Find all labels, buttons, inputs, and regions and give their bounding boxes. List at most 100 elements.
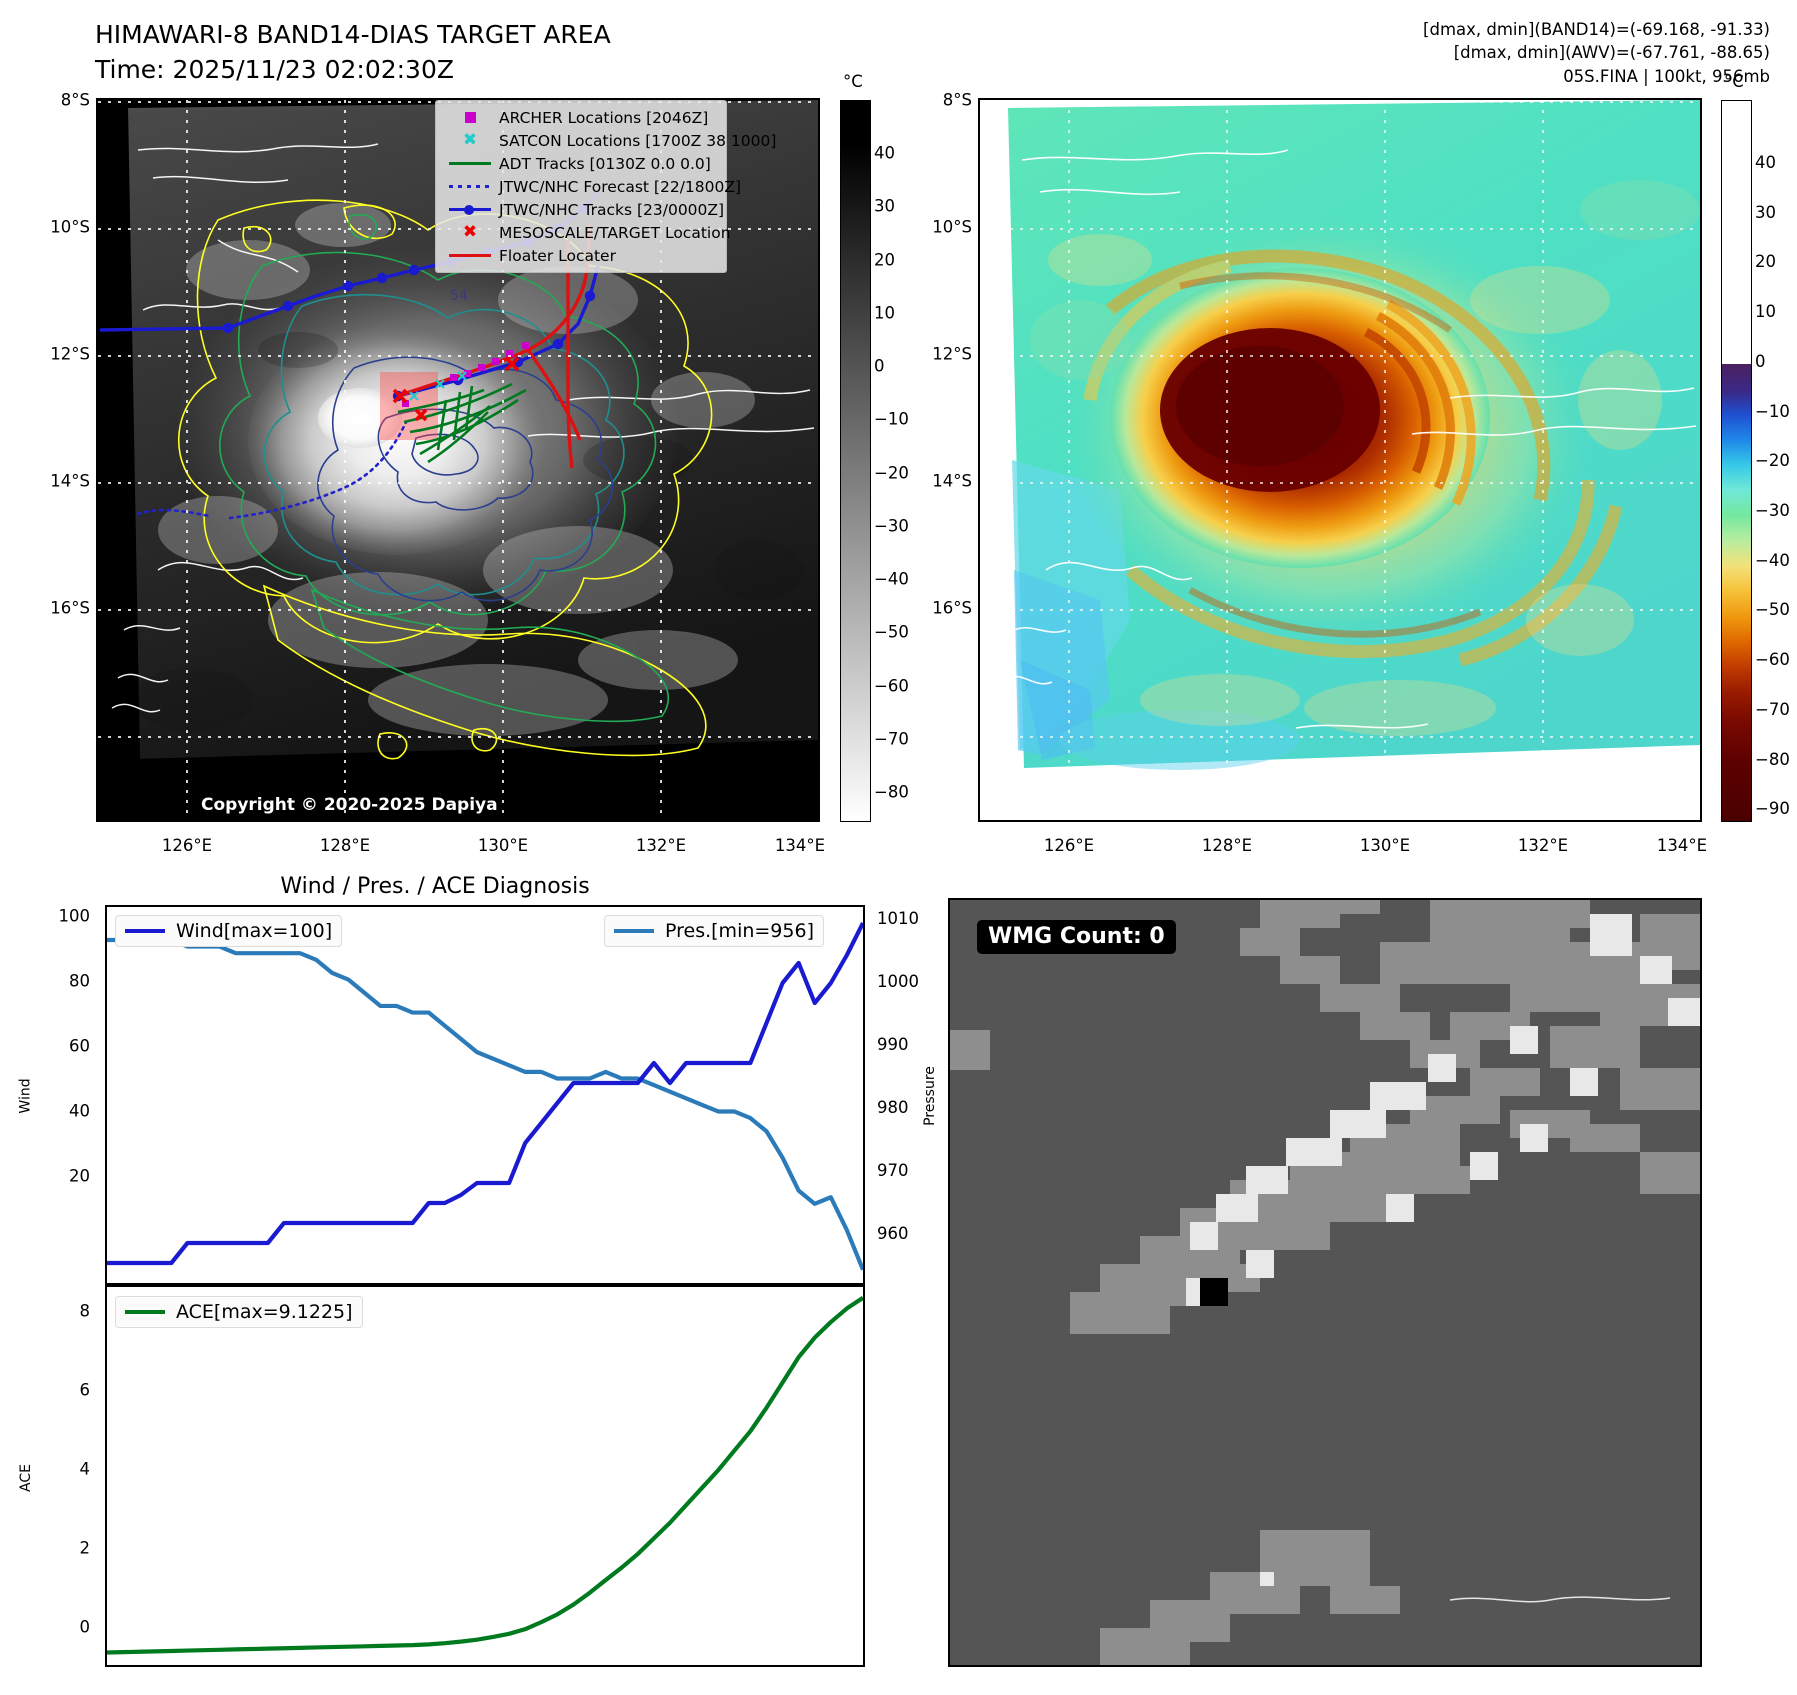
ace-chart[interactable] [105, 1285, 865, 1667]
pres-ytick-970: 970 [877, 1161, 909, 1180]
mesoscale-target-markers [392, 356, 520, 422]
dmax-dmin-awv: [dmax, dmin](AWV)=(-67.761, -88.65) [1453, 43, 1770, 63]
pressure-axis-label: Pressure [921, 1066, 938, 1126]
map-legend[interactable]: ARCHER Locations [2046Z] ✖ SATCON Locati… [435, 100, 777, 273]
awv-cbar-tick-2: 20 [1755, 252, 1776, 271]
wind-legend[interactable]: Wind[max=100] [115, 915, 343, 947]
awv-xtick-1: 128°E [1201, 836, 1253, 855]
awv-cbar-tick-5: −10 [1755, 402, 1790, 421]
adt-tracks [397, 382, 527, 464]
awv-cbar-tick-6: −20 [1755, 451, 1790, 470]
awv-xtick-0: 126°E [1043, 836, 1095, 855]
wind-ytick-100: 100 [58, 906, 91, 926]
ace-legend-swatch [125, 1309, 165, 1315]
ace-ytick-4: 4 [79, 1459, 91, 1479]
awv-ytick-4: 16°S [932, 598, 972, 618]
awv-cbar-tick-4: 0 [1755, 352, 1766, 371]
wind-pressure-chart[interactable] [105, 905, 865, 1285]
ir-ytick-1: 10°S [50, 217, 90, 237]
awv-xtick-4: 134°E [1656, 836, 1708, 855]
wind-ytick-40: 40 [69, 1101, 90, 1121]
ace-axis-label: ACE [17, 1464, 34, 1492]
awv-cbar-tick-0: 40 [1755, 153, 1776, 172]
square-marker-icon [441, 106, 499, 129]
ace-plot [106, 1296, 865, 1655]
awv-xtick-3: 132°E [1517, 836, 1569, 855]
pres-ytick-990: 990 [877, 1035, 909, 1054]
wind-pressure-plot [107, 922, 865, 1271]
dotted-line-icon [441, 175, 499, 198]
ace-ytick-0: 0 [79, 1617, 91, 1637]
line-with-dot-icon [441, 198, 499, 221]
ir-ytick-4: 16°S [50, 598, 90, 618]
awv-xtick-2: 130°E [1359, 836, 1411, 855]
legend-label: ARCHER Locations [2046Z] [499, 108, 709, 127]
awv-cbar-tick-9: −50 [1755, 600, 1790, 619]
dmax-dmin-band14: [dmax, dmin](BAND14)=(-69.168, -91.33) [1423, 20, 1770, 39]
storm-summary: 05S.FINA | 100kt, 956mb [1563, 66, 1770, 86]
awv-ytick-2: 12°S [932, 344, 972, 364]
ace-legend[interactable]: ACE[max=9.1225] [115, 1296, 363, 1328]
ir-colorbar[interactable] [840, 100, 871, 822]
pres-ytick-980: 980 [877, 1098, 909, 1117]
awv-cbar-tick-12: −80 [1755, 750, 1790, 769]
awv-colorbar[interactable] [1721, 100, 1752, 822]
legend-item-mesoscale[interactable]: ✖ MESOSCALE/TARGET Location [441, 221, 731, 244]
ir-cbar-tick-12: −80 [874, 782, 909, 802]
wind-ytick-80: 80 [69, 971, 90, 991]
ir-cbar-tick-7: −30 [874, 516, 909, 536]
title-line-1: HIMAWARI-8 BAND14-DIAS TARGET AREA [95, 20, 611, 49]
awv-ytick-1: 10°S [932, 217, 972, 237]
ir-xtick-4: 134°E [774, 836, 826, 855]
ir-xtick-3: 132°E [635, 836, 687, 855]
ace-ytick-6: 6 [79, 1380, 91, 1400]
ir-colorbar-title: °C [843, 72, 863, 91]
awv-ytick-0: 8°S [942, 90, 972, 110]
awv-cbar-tick-10: −60 [1755, 650, 1790, 669]
legend-label: Floater Locater [499, 246, 616, 265]
ir-xtick-0: 126°E [161, 836, 213, 855]
wmg-count-badge: WMG Count: 0 [977, 920, 1176, 954]
satcon-locations [409, 371, 467, 401]
graticule [980, 100, 1700, 800]
pres-ytick-1010: 1010 [877, 909, 919, 928]
x-marker-icon: ✖ [462, 130, 478, 150]
awv-cbar-tick-3: 10 [1755, 302, 1776, 321]
ir-cbar-tick-2: 20 [874, 250, 895, 270]
pressure-legend[interactable]: Pres.[min=956] [604, 915, 824, 947]
wmg-image [950, 900, 1700, 1665]
awv-cbar-tick-11: −70 [1755, 700, 1790, 719]
ir-cbar-tick-3: 10 [874, 303, 895, 323]
awv-cbar-tick-8: −40 [1755, 551, 1790, 570]
ir-cbar-tick-5: −10 [874, 409, 909, 429]
legend-item-archer[interactable]: ARCHER Locations [2046Z] [441, 106, 720, 129]
solid-line-icon [441, 152, 499, 175]
awv-cbar-tick-7: −30 [1755, 501, 1790, 520]
solid-line-icon [441, 244, 499, 267]
wmg-min-cell [1200, 1278, 1228, 1306]
archer-locations [402, 342, 529, 407]
legend-item-floater[interactable]: Floater Locater [441, 244, 720, 267]
awv-enhanced-panel[interactable] [978, 98, 1702, 822]
ir-cbar-tick-4: 0 [874, 356, 885, 376]
contour-label: 54 [450, 288, 468, 304]
ir-cbar-tick-8: −40 [874, 569, 909, 589]
legend-item-adt[interactable]: ADT Tracks [0130Z 0.0 0.0] [441, 152, 720, 175]
ir-cbar-tick-9: −50 [874, 622, 909, 642]
ir-ytick-0: 8°S [60, 90, 90, 110]
ir-cbar-tick-1: 30 [874, 196, 895, 216]
legend-item-jtwc-forecast[interactable]: JTWC/NHC Forecast [22/1800Z] [441, 175, 741, 198]
pressure-legend-swatch [614, 928, 654, 934]
legend-item-jtwc-tracks[interactable]: JTWC/NHC Tracks [23/0000Z] [441, 198, 724, 221]
awv-enhanced-image [980, 100, 1700, 820]
pres-ytick-960: 960 [877, 1224, 909, 1243]
awv-cbar-tick-1: 30 [1755, 203, 1776, 222]
legend-label: MESOSCALE/TARGET Location [499, 223, 731, 242]
legend-label: JTWC/NHC Tracks [23/0000Z] [499, 200, 725, 219]
copyright-text: Copyright © 2020-2025 Dapiya [201, 795, 498, 815]
awv-ytick-3: 14°S [932, 471, 972, 491]
ace-legend-label: ACE[max=9.1225] [176, 1301, 353, 1323]
wmg-panel[interactable]: WMG Count: 0 [948, 898, 1702, 1667]
legend-item-satcon[interactable]: ✖ SATCON Locations [1700Z 38 1000] [441, 129, 777, 152]
